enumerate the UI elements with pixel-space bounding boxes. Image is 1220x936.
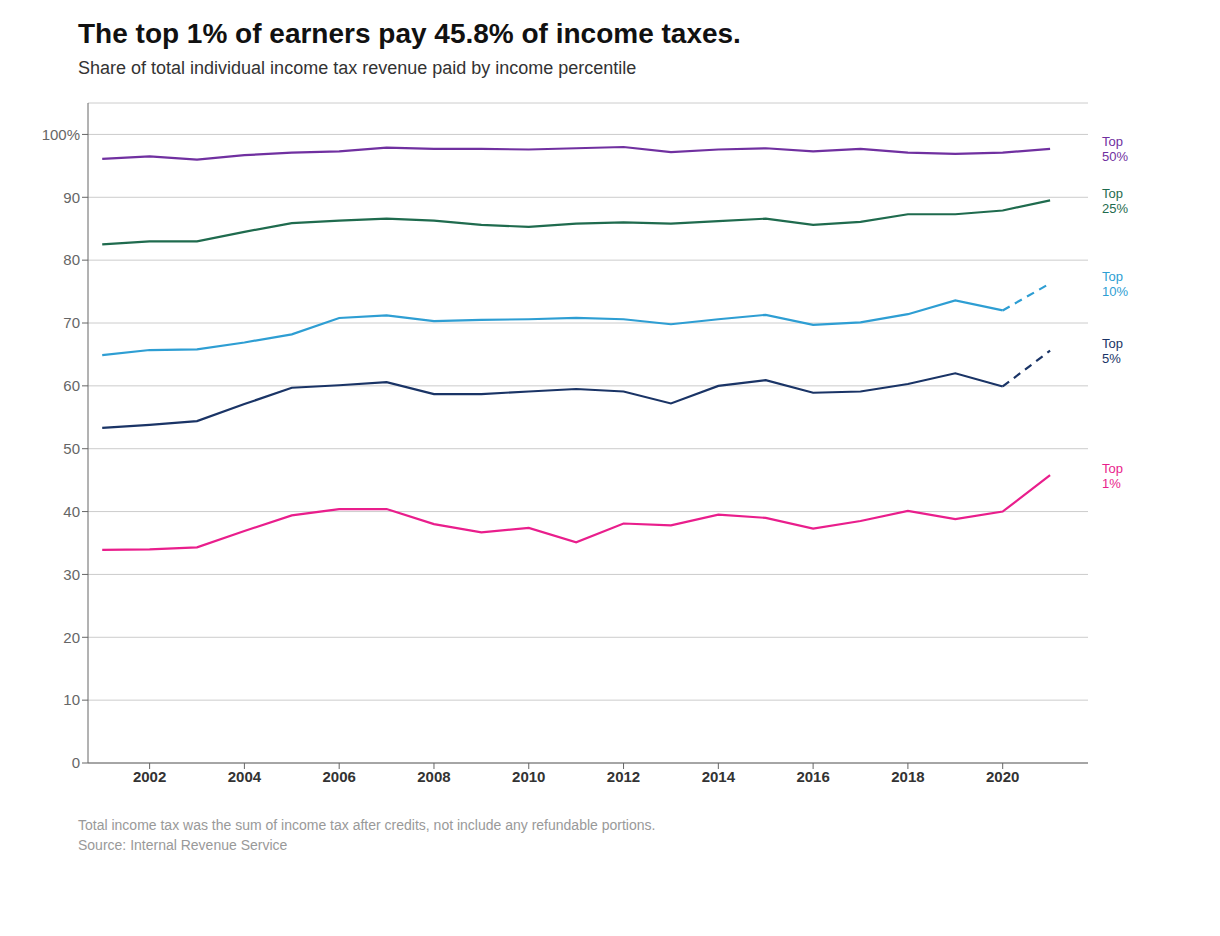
svg-text:50: 50 <box>63 440 80 457</box>
svg-text:2012: 2012 <box>607 768 640 785</box>
svg-text:Top25%: Top25% <box>1102 185 1128 215</box>
svg-text:2008: 2008 <box>417 768 450 785</box>
svg-text:2002: 2002 <box>133 768 166 785</box>
svg-text:Top50%: Top50% <box>1102 134 1128 164</box>
html-text:The top 1% of earners pay 45.8: The top 1% of earners pay 45.8% of incom… <box>78 18 741 49</box>
svg-text:Top10%: Top10% <box>1102 268 1128 298</box>
svg-text:10: 10 <box>63 691 80 708</box>
svg-text:2006: 2006 <box>322 768 355 785</box>
svg-text:2016: 2016 <box>796 768 829 785</box>
svg-text:60: 60 <box>63 377 80 394</box>
svg-text:0: 0 <box>72 754 80 771</box>
svg-text:2018: 2018 <box>891 768 924 785</box>
html-text:Total income tax was the sum o: Total income tax was the sum of income t… <box>78 817 656 833</box>
svg-text:Top5%: Top5% <box>1102 336 1123 366</box>
svg-text:90: 90 <box>63 189 80 206</box>
svg-text:2020: 2020 <box>986 768 1019 785</box>
svg-text:100%: 100% <box>42 126 80 143</box>
svg-text:80: 80 <box>63 251 80 268</box>
svg-text:40: 40 <box>63 503 80 520</box>
svg-text:20: 20 <box>63 629 80 646</box>
svg-text:2010: 2010 <box>512 768 545 785</box>
svg-text:2014: 2014 <box>702 768 736 785</box>
svg-text:Top1%: Top1% <box>1102 460 1123 490</box>
svg-text:70: 70 <box>63 314 80 331</box>
html-text:Source: Internal Revenue Servi: Source: Internal Revenue Service <box>78 837 288 853</box>
svg-text:2004: 2004 <box>228 768 262 785</box>
html-text:Share of total individual inco: Share of total individual income tax rev… <box>78 58 637 78</box>
svg-text:30: 30 <box>63 566 80 583</box>
